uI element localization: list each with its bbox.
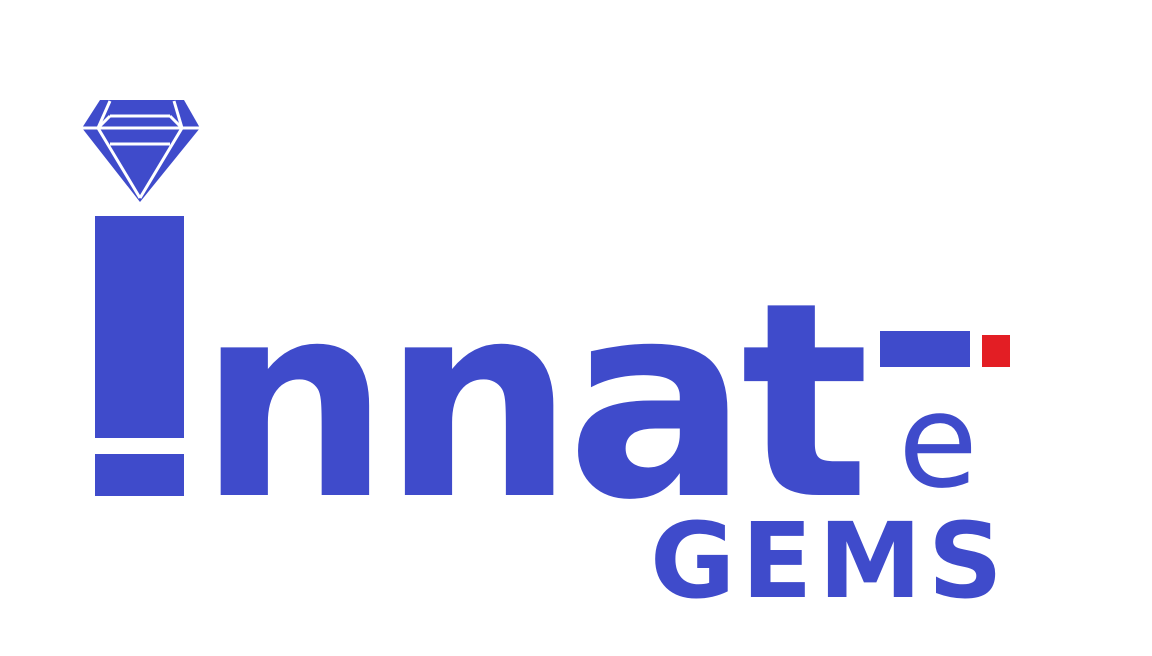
brand-wordmark: nnat [198,244,867,559]
red-accent-square [982,335,1010,367]
diamond-icon [82,100,200,202]
letter-e: e [898,365,978,517]
tagline-gems: GEMS [650,500,1009,622]
letter-i-bar [95,216,184,496]
letter-t-crossbar [880,331,970,367]
